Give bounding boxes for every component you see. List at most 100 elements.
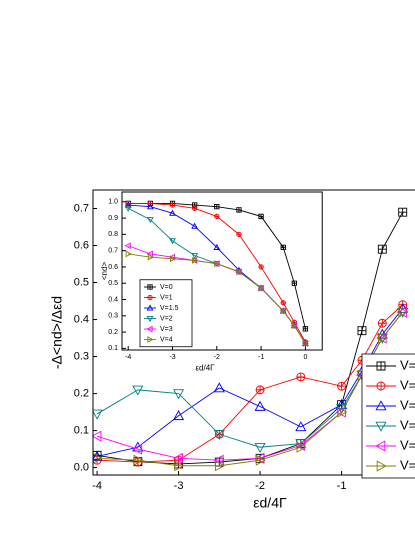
x-axis-label: εd/4Γ	[195, 363, 215, 372]
marker	[254, 452, 265, 464]
marker	[191, 222, 199, 229]
series-line	[128, 253, 306, 344]
legend-label: V=1	[160, 294, 173, 301]
marker	[378, 332, 389, 344]
marker	[335, 406, 346, 418]
legend-label: V=3	[400, 437, 415, 452]
marker	[93, 430, 102, 442]
marker	[191, 252, 199, 260]
marker	[398, 306, 409, 318]
marker	[376, 333, 388, 344]
marker	[132, 443, 143, 455]
marker	[258, 213, 264, 220]
y-tick-label: 1.0	[108, 199, 118, 206]
marker	[132, 441, 144, 452]
marker	[280, 244, 286, 251]
marker	[296, 372, 306, 382]
legend-label: V=1.5	[160, 305, 179, 312]
marker	[291, 280, 297, 286]
marker	[146, 217, 154, 224]
marker	[169, 202, 176, 208]
y-axis-label: -Δ<nd>/Δεd	[49, 296, 65, 369]
marker	[133, 454, 144, 466]
marker	[214, 204, 220, 210]
marker	[397, 307, 409, 318]
marker	[236, 268, 243, 276]
x-tick-label: -3	[174, 480, 184, 492]
marker	[213, 429, 225, 441]
x-tick-label: -1	[337, 480, 347, 492]
y-tick-label: 0.2	[108, 329, 118, 336]
y-tick-label: 0.0	[74, 462, 89, 474]
marker	[398, 207, 408, 217]
legend-label: V=1	[400, 377, 415, 392]
y-tick-label: 0.4	[74, 313, 89, 325]
marker	[376, 332, 387, 344]
marker	[173, 389, 185, 400]
marker	[214, 260, 221, 268]
marker	[146, 325, 153, 333]
marker	[302, 340, 309, 347]
y-tick-label: 0.1	[74, 424, 89, 436]
legend-label: V=2	[160, 315, 173, 322]
legend-label: V=4	[400, 457, 415, 472]
marker	[173, 410, 185, 421]
y-tick-label: 0.5	[108, 280, 118, 287]
marker	[169, 255, 177, 263]
marker	[375, 421, 387, 432]
marker	[296, 441, 307, 453]
y-tick-label: 0.6	[108, 264, 118, 271]
x-tick-label: 0	[303, 354, 307, 361]
marker	[254, 442, 266, 453]
y-tick-label: 0.7	[74, 202, 89, 214]
marker	[336, 404, 348, 415]
marker	[169, 238, 176, 245]
marker	[93, 409, 103, 420]
y-tick-label: 0.9	[108, 215, 118, 222]
legend-label: V=2	[400, 417, 415, 432]
marker	[337, 406, 348, 418]
y-tick-label: 0.1	[108, 345, 118, 352]
marker	[172, 452, 183, 464]
y-tick-label: 0.3	[108, 313, 118, 320]
marker	[146, 315, 154, 323]
marker	[146, 203, 154, 210]
plot: -4 -3 -2 -1 0.0 0.1 0.2 0.3 0.4 0.5 0.6 0.7 εd/4Γ -Δ<…	[49, 189, 415, 510]
marker	[357, 326, 367, 336]
marker	[280, 300, 286, 306]
marker	[132, 385, 144, 396]
marker	[255, 454, 266, 466]
marker	[255, 385, 265, 395]
marker	[254, 400, 266, 411]
x-tick-label: -3	[169, 354, 175, 361]
y-tick-label: 0.3	[74, 350, 89, 362]
marker	[258, 264, 264, 270]
y-tick-label: 0.2	[74, 387, 89, 399]
marker	[258, 284, 265, 292]
marker	[376, 381, 386, 391]
marker	[124, 242, 131, 250]
marker	[215, 460, 226, 472]
y-tick-label: 0.4	[108, 296, 118, 303]
marker	[192, 205, 198, 211]
legend-label: V=0	[400, 357, 415, 372]
marker	[213, 382, 225, 393]
marker	[174, 460, 185, 472]
series-line	[96, 308, 404, 457]
legend-label: V=3	[160, 326, 173, 333]
marker	[375, 440, 386, 452]
marker	[169, 209, 176, 216]
marker	[377, 318, 387, 328]
data-layer	[124, 200, 309, 348]
marker	[147, 294, 153, 301]
marker	[124, 201, 132, 208]
x-axis-label: εd/4Γ	[253, 494, 287, 510]
x-tick-label: -1	[258, 354, 264, 361]
series-line	[97, 304, 404, 463]
legend-box	[139, 279, 193, 348]
x-tick-label: -2	[255, 480, 265, 492]
marker	[337, 381, 347, 391]
marker	[214, 213, 220, 220]
marker	[295, 421, 307, 432]
